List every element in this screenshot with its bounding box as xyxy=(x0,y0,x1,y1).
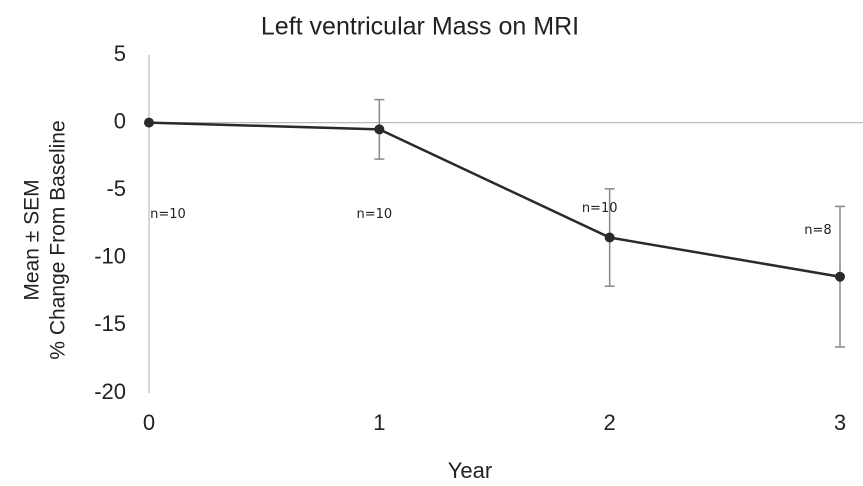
data-point xyxy=(144,117,154,128)
x-tick-label: 1 xyxy=(373,410,385,435)
y-tick-label: 0 xyxy=(114,108,126,133)
chart-title: Left ventricular Mass on MRI xyxy=(261,13,579,41)
data-point xyxy=(835,271,845,282)
x-axis-label: Year xyxy=(448,458,492,483)
y-axis-label-line: Mean ± SEM xyxy=(21,179,44,300)
y-tick-label: 5 xyxy=(114,41,126,66)
data-point xyxy=(604,232,615,243)
annotation: n=10 xyxy=(150,207,186,222)
x-tick-label: 3 xyxy=(834,410,846,435)
y-tick-label: -10 xyxy=(94,244,126,269)
annotation: n=10 xyxy=(582,201,618,216)
x-tick-label: 2 xyxy=(604,410,616,435)
x-tick-label: 0 xyxy=(143,410,155,435)
annotation: n=10 xyxy=(356,207,392,222)
annotation: n=8 xyxy=(804,223,831,238)
data-point xyxy=(374,124,385,135)
y-axis-label-line: % Change From Baseline xyxy=(47,120,70,359)
y-tick-label: -15 xyxy=(94,311,126,336)
y-axis-label: Mean ± SEM % Change From Baseline xyxy=(21,120,70,359)
y-tick-label: -5 xyxy=(106,176,126,201)
y-tick-label: -20 xyxy=(94,379,126,404)
data-line xyxy=(148,121,841,278)
